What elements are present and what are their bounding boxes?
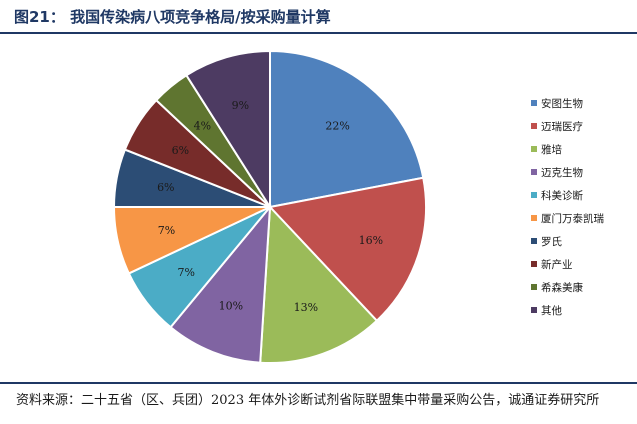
legend-swatch-8 (531, 284, 537, 290)
legend-label-9: 其他 (541, 304, 562, 317)
legend-swatch-5 (531, 215, 537, 221)
figure-title: 图21： 我国传染病八项竞争格局/按采购量计算 (14, 8, 331, 26)
legend-swatch-9 (531, 307, 537, 313)
legend-swatch-6 (531, 238, 537, 244)
slice-data-label-1: 16% (359, 234, 383, 247)
pie-slice-0 (269, 49, 425, 209)
slice-data-label-5: 7% (158, 224, 175, 237)
slice-data-label-2: 13% (294, 301, 318, 314)
figure-title-bar: 图21： 我国传染病八项竞争格局/按采购量计算 (0, 0, 637, 34)
legend-label-5: 厦门万泰凯瑞 (541, 212, 604, 225)
legend-label-6: 罗氏 (541, 236, 562, 248)
legend-label-2: 雅培 (541, 143, 562, 156)
slice-data-label-0: 22% (325, 119, 349, 132)
slice-data-label-9: 9% (232, 99, 249, 112)
legend-label-1: 迈瑞医疗 (541, 120, 583, 133)
source-bar: 资料来源：二十五省（区、兵团）2023 年体外诊断试剂省际联盟集中带量采购公告，… (0, 382, 637, 424)
slice-data-label-4: 7% (177, 266, 194, 279)
legend-label-7: 新产业 (541, 258, 573, 271)
legend-label-3: 迈克生物 (541, 166, 583, 179)
legend-label-0: 安图生物 (541, 97, 583, 110)
pie-data-labels: 22% 16% 13% 10% 7% 7% 6% 6% 4% 9% (157, 99, 383, 314)
slice-data-label-8: 4% (194, 119, 211, 132)
legend-swatch-4 (531, 192, 537, 198)
legend-swatch-0 (531, 100, 537, 106)
legend-swatch-3 (531, 169, 537, 175)
pie-slice-1 (268, 176, 428, 323)
pie-slice-2 (259, 204, 379, 364)
legend-label-8: 希森美康 (541, 281, 583, 294)
pie-slice-9 (185, 49, 271, 211)
slice-data-label-3: 10% (219, 300, 243, 313)
legend-swatch-1 (531, 123, 537, 129)
slice-data-label-7: 6% (172, 144, 189, 157)
pie-chart: 22% 16% 13% 10% 7% 7% 6% 6% 4% 9% 安图生物迈瑞医疗雅培迈克生物科… (112, 49, 604, 364)
legend-label-4: 科美诊断 (541, 189, 583, 202)
legend-swatch-2 (531, 146, 537, 152)
pie-slice-3 (169, 203, 272, 364)
slice-data-label-6: 6% (157, 181, 174, 194)
legend-swatch-7 (531, 261, 537, 267)
source-note: 资料来源：二十五省（区、兵团）2023 年体外诊断试剂省际联盟集中带量采购公告，… (16, 393, 600, 408)
pie-slices (112, 49, 428, 364)
